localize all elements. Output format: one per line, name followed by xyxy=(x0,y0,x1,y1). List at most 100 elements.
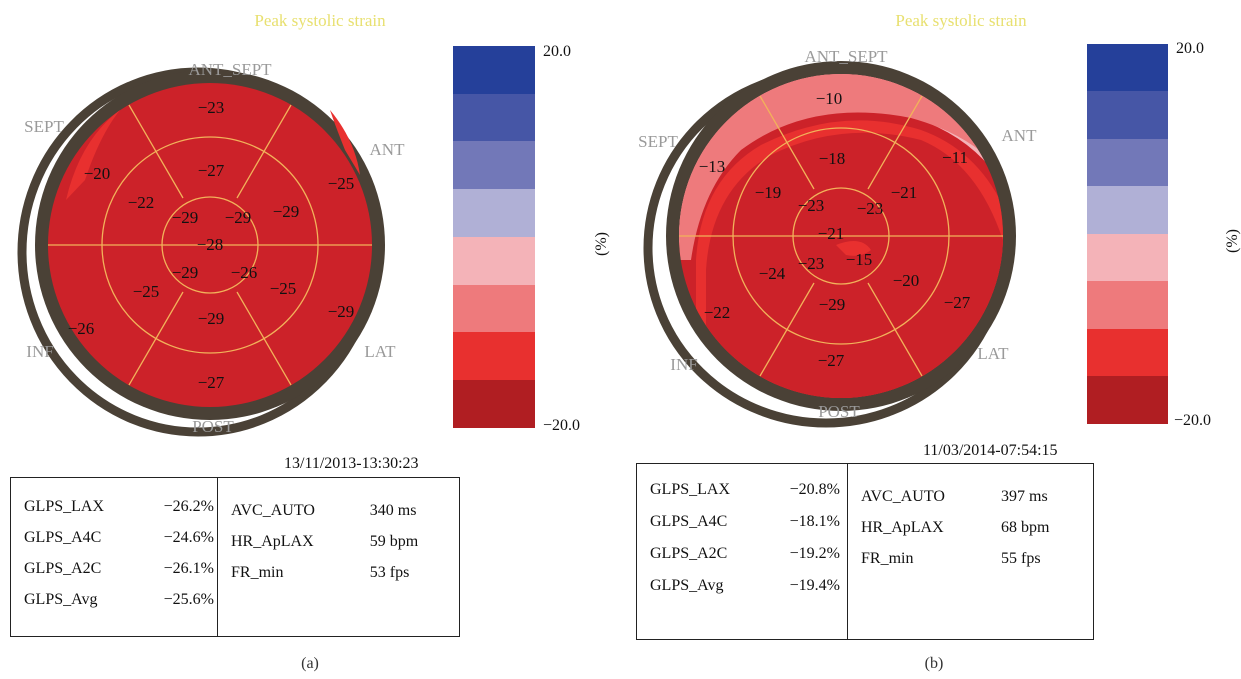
segment-value: −26 xyxy=(68,319,95,338)
glps-value: −25.6% xyxy=(163,590,214,608)
scale-max-label: 20.0 xyxy=(1176,40,1204,57)
segment-values: −10 −11 −27 −27 −22 −13 −18 −21 −20 −29 … xyxy=(699,89,971,370)
metric-value: 340 ms xyxy=(369,501,417,519)
metric-value: 68 bpm xyxy=(1001,518,1050,536)
wall-label-inf: INF xyxy=(670,355,697,374)
glps-value: −20.8% xyxy=(789,481,840,498)
chart-title: Peak systolic strain xyxy=(895,11,1027,30)
segment-value: −24 xyxy=(759,264,786,283)
wall-label-lat: LAT xyxy=(364,342,396,361)
strain-region xyxy=(836,241,871,256)
strain-region xyxy=(706,132,1003,398)
segment-value: −29 xyxy=(273,202,300,221)
glps-column: GLPS_LAX −20.8% GLPS_A4C −18.1% GLPS_A2C… xyxy=(637,464,848,639)
scale-step xyxy=(1087,329,1168,376)
metrics-column: AVC_AUTO 397 ms HR_ApLAX 68 bpm FR_min 5… xyxy=(848,464,1093,639)
table-row: AVC_AUTO 340 ms xyxy=(218,495,459,526)
segment-value: −22 xyxy=(128,193,155,212)
scale-max-label: 20.0 xyxy=(543,43,571,60)
table-row: AVC_AUTO 397 ms xyxy=(848,481,1093,512)
scale-step xyxy=(453,94,535,141)
table-row: GLPS_A2C −26.1% xyxy=(11,553,217,584)
metric-value: 53 fps xyxy=(369,563,410,581)
color-scale xyxy=(1087,44,1168,424)
glps-name: GLPS_LAX xyxy=(24,497,105,515)
segment-value: −25 xyxy=(328,174,355,193)
scale-step xyxy=(453,285,535,332)
segment-value: −19 xyxy=(755,183,782,202)
wall-label-inf: INF xyxy=(26,342,53,361)
glps-name: GLPS_A4C xyxy=(650,513,728,530)
wall-label-post: POST xyxy=(192,417,234,436)
metric-name: HR_ApLAX xyxy=(861,518,944,536)
segment-value: −27 xyxy=(944,293,971,312)
scale-step xyxy=(453,189,535,237)
table-row: HR_ApLAX 68 bpm xyxy=(848,512,1093,543)
segment-value: −18 xyxy=(819,149,846,168)
strain-regions xyxy=(679,74,1003,398)
segment-value: −13 xyxy=(699,157,726,176)
wall-label-ant: ANT xyxy=(370,140,406,159)
glps-name: GLPS_Avg xyxy=(650,577,724,594)
wall-label-post: POST xyxy=(818,402,860,421)
scale-min-label: −20.0 xyxy=(543,417,581,434)
table-row: GLPS_A2C −19.2% xyxy=(637,538,847,570)
metrics-column: AVC_AUTO 340 ms HR_ApLAX 59 bpm FR_min 5… xyxy=(218,478,459,636)
metric-value: 397 ms xyxy=(1001,487,1048,505)
scale-min-label: −20.0 xyxy=(1174,412,1212,429)
table-row: GLPS_Avg −19.4% xyxy=(637,570,847,602)
segment-grid xyxy=(48,104,372,386)
segment-value: −27 xyxy=(198,161,225,180)
scale-step xyxy=(453,237,535,285)
table-row: HR_ApLAX 59 bpm xyxy=(218,526,459,557)
segment-value: −23 xyxy=(198,98,225,117)
segment-value: −23 xyxy=(798,196,825,215)
segment-value: −21 xyxy=(891,183,918,202)
scale-step xyxy=(453,141,535,189)
segment-values: −23 −25 −29 −27 −26 −20 −27 −29 −25 −29 … xyxy=(68,98,355,392)
segment-value: −25 xyxy=(133,282,160,301)
segment-value: −10 xyxy=(816,89,843,108)
glps-name: GLPS_A2C xyxy=(650,545,728,562)
color-scale xyxy=(453,46,535,428)
wall-label-lat: LAT xyxy=(977,344,1009,363)
metric-name: FR_min xyxy=(231,563,284,581)
wall-label-sept: SEPT xyxy=(638,132,678,151)
table-row: GLPS_Avg −25.6% xyxy=(11,584,217,615)
scale-step xyxy=(1087,376,1168,424)
segment-value: −29 xyxy=(198,309,225,328)
scale-step xyxy=(1087,186,1168,234)
strain-region xyxy=(330,110,360,175)
metric-value: 59 bpm xyxy=(369,532,419,550)
glps-name: GLPS_A2C xyxy=(24,559,102,577)
table-row: GLPS_LAX −20.8% xyxy=(637,474,847,506)
glps-value: −26.1% xyxy=(163,559,214,577)
scale-unit-label: (%) xyxy=(1223,229,1241,253)
segment-value: −23 xyxy=(798,254,825,273)
scale-step xyxy=(1087,91,1168,139)
segment-value: −11 xyxy=(942,148,968,167)
panel-caption: (a) xyxy=(301,655,319,672)
segment-value: −29 xyxy=(819,295,846,314)
metric-name: FR_min xyxy=(861,549,914,567)
panel-caption: (b) xyxy=(924,655,944,672)
wall-label-sept: SEPT xyxy=(24,117,64,136)
strain-table: GLPS_LAX −20.8% GLPS_A4C −18.1% GLPS_A2C… xyxy=(636,463,1094,640)
segment-value: −29 xyxy=(225,208,252,227)
metric-value: 55 fps xyxy=(1001,549,1041,567)
wall-label-ant-sept: ANT_SEPT xyxy=(804,47,888,66)
glps-name: GLPS_LAX xyxy=(650,481,731,498)
table-row: FR_min 55 fps xyxy=(848,543,1093,574)
glps-value: −24.6% xyxy=(163,528,214,546)
segment-value: −26 xyxy=(231,263,258,282)
scale-step xyxy=(453,46,535,94)
segment-grid xyxy=(679,95,1003,377)
bullseye-plot-a: Peak systolic strain ANT_SEPT ANT LAT PO… xyxy=(17,11,535,437)
glps-value: −18.1% xyxy=(789,513,840,530)
chart-title: Peak systolic strain xyxy=(254,11,386,30)
glps-value: −19.2% xyxy=(789,545,840,562)
scale-step xyxy=(1087,44,1168,91)
metric-name: AVC_AUTO xyxy=(861,487,945,505)
panel-a: Peak systolic strain ANT_SEPT ANT LAT PO… xyxy=(0,0,620,679)
glps-name: GLPS_A4C xyxy=(24,528,102,546)
